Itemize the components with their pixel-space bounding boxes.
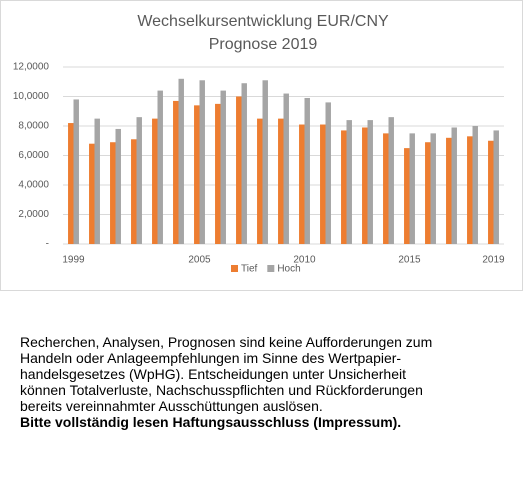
- bar: [68, 123, 74, 244]
- bar: [173, 100, 179, 244]
- legend-swatch: [231, 265, 238, 272]
- bar: [110, 142, 116, 244]
- bar: [493, 130, 499, 244]
- bar: [262, 80, 268, 245]
- bar: [152, 118, 158, 244]
- bar: [472, 126, 478, 244]
- bar: [89, 143, 95, 244]
- bar: [257, 118, 263, 244]
- bar: [325, 102, 331, 245]
- bar: [299, 124, 305, 244]
- legend-label: Hoch: [277, 264, 300, 275]
- bar: [278, 118, 284, 244]
- bar: [467, 136, 473, 244]
- bar: [199, 80, 205, 245]
- bar: [73, 99, 79, 244]
- bar: [320, 124, 326, 244]
- chart: Wechselkursentwicklung EUR/CNY Prognose …: [13, 13, 505, 275]
- bar: [451, 127, 457, 244]
- chart-frame: Wechselkursentwicklung EUR/CNY Prognose …: [0, 0, 523, 291]
- bar: [178, 78, 184, 244]
- bar: [367, 120, 373, 244]
- x-tick-label: 2010: [293, 255, 316, 266]
- bar: [446, 137, 452, 244]
- bar: [115, 128, 121, 244]
- bar: [341, 130, 347, 244]
- text-block: Recherchen, Analysen, Prognosen sind kei…: [20, 334, 500, 430]
- bar: [94, 118, 100, 244]
- y-tick-label: 2,0000: [18, 209, 49, 220]
- y-tick-label: 12,0000: [13, 62, 50, 73]
- bar: [236, 96, 242, 244]
- text-line: Recherchen, Analysen, Prognosen sind kei…: [20, 334, 433, 350]
- bar: [409, 133, 415, 244]
- text-line: können Totalverluste, Nachschusspflichte…: [20, 382, 423, 398]
- bar: [283, 93, 289, 244]
- bar: [304, 97, 310, 244]
- bar: [430, 133, 436, 244]
- legend-label: Tief: [241, 264, 258, 275]
- chart-subtitle: Prognose 2019: [209, 36, 318, 53]
- bar: [220, 90, 226, 244]
- bar: [157, 90, 163, 244]
- bar: [346, 120, 352, 244]
- text-line: bereits vereinnahmter Ausschüttungen aus…: [20, 398, 323, 414]
- x-tick-label: 2019: [482, 255, 505, 266]
- bar: [131, 139, 137, 244]
- bar: [425, 142, 431, 244]
- x-tick-label: 1999: [62, 255, 85, 266]
- bar: [404, 148, 410, 244]
- bar: [388, 117, 394, 244]
- text-line: handelsgesetzes (WpHG). Entscheidungen u…: [20, 366, 406, 382]
- bar: [136, 117, 142, 244]
- bar: [241, 83, 247, 244]
- y-tick-label: 8,0000: [18, 121, 49, 132]
- y-tick-label: 10,0000: [13, 91, 50, 102]
- bar: [215, 103, 221, 244]
- legend-swatch: [267, 265, 275, 272]
- chart-title: Wechselkursentwicklung EUR/CNY: [137, 13, 389, 30]
- bar: [383, 133, 389, 244]
- text-line: Bitte vollständig lesen Haftungsausschlu…: [20, 414, 402, 430]
- y-tick-label: 4,0000: [18, 180, 49, 191]
- bar: [362, 127, 368, 244]
- x-tick-label: 2015: [398, 255, 421, 266]
- y-tick-label: -: [46, 239, 49, 250]
- bar: [488, 140, 494, 244]
- y-tick-label: 6,0000: [18, 150, 49, 161]
- text-line: Handeln oder Anlageempfehlungen im Sinne…: [20, 350, 402, 366]
- x-tick-label: 2005: [188, 255, 211, 266]
- bar: [194, 105, 200, 244]
